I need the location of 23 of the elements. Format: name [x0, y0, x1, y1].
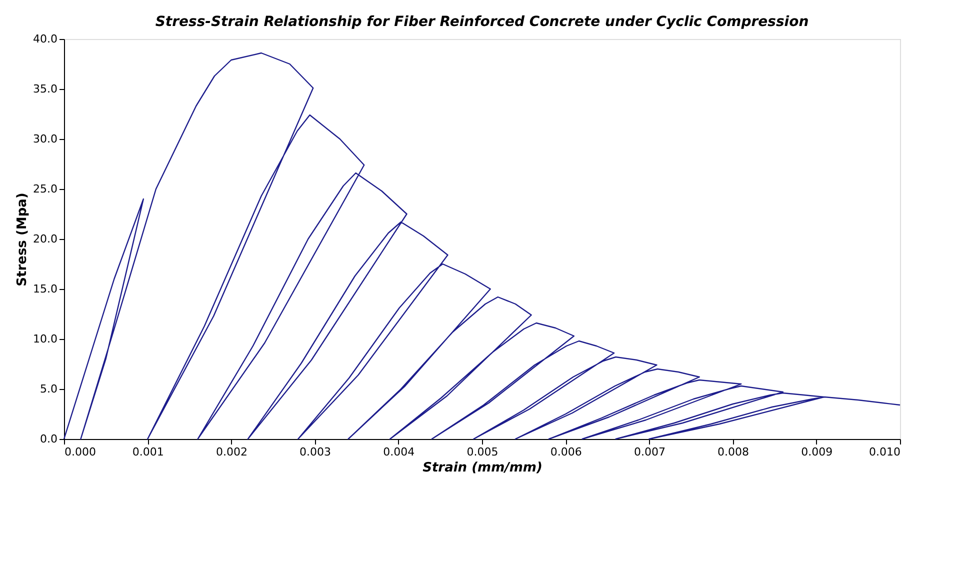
x-tick-label: 0.008	[718, 446, 750, 458]
x-tick-label: 0.010	[869, 446, 900, 458]
y-tick-label: 35.0	[33, 82, 58, 96]
x-tick-label: 0.001	[132, 446, 164, 458]
x-tick-label: 0.000	[64, 446, 96, 458]
y-tick-label: 15.0	[33, 282, 58, 296]
y-tick-label: 30.0	[33, 132, 58, 146]
x-tick-label: 0.009	[801, 446, 833, 458]
x-tick-label: 0.002	[216, 446, 248, 458]
x-tick-label: 0.006	[550, 446, 582, 458]
x-tick-label: 0.004	[383, 446, 415, 458]
y-tick-label: 10.0	[33, 332, 58, 346]
x-tick-label: 0.003	[300, 446, 332, 458]
y-tick-label: 20.0	[33, 232, 58, 246]
x-tick-label: 0.007	[634, 446, 666, 458]
y-tick-label: 40.0	[33, 32, 58, 46]
y-axis-title: Stress (Mpa)	[15, 192, 30, 286]
y-tick-label: 25.0	[33, 182, 58, 196]
y-tick-label: 5.0	[40, 382, 58, 396]
chart-title: Stress-Strain Relationship for Fiber Reinforced Concrete under Cyclic Compression	[155, 14, 809, 30]
x-tick-label: 0.005	[466, 446, 498, 458]
y-tick-label: 0.0	[40, 432, 58, 446]
x-axis-title: Strain (mm/mm)	[422, 460, 542, 476]
